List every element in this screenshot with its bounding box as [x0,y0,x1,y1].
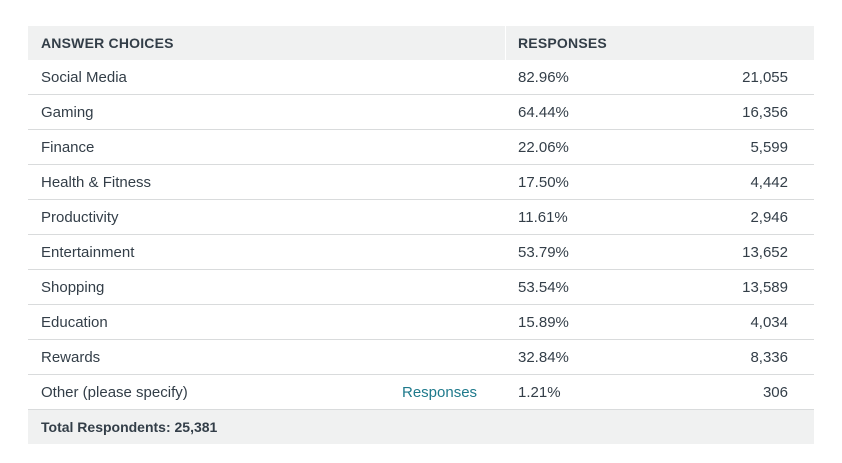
answer-label: Rewards [41,349,101,366]
table-row: Health & Fitness 17.50% 4,442 [28,165,814,200]
response-count: 4,442 [750,174,788,191]
answer-label: Health & Fitness [41,174,152,191]
table-row: Gaming 64.44% 16,356 [28,95,814,130]
response-count: 8,336 [750,349,788,366]
answer-label: Finance [41,139,95,156]
table-row: Productivity 11.61% 2,946 [28,200,814,235]
response-percent: 17.50% [518,174,569,191]
response-count: 4,034 [750,314,788,331]
table-row: Finance 22.06% 5,599 [28,130,814,165]
response-percent: 1.21% [518,384,561,401]
response-percent: 53.54% [518,279,569,296]
table-row: Shopping 53.54% 13,589 [28,270,814,305]
response-count: 5,599 [750,139,788,156]
table-header: ANSWER CHOICES RESPONSES [28,26,814,60]
response-percent: 64.44% [518,104,569,121]
response-count: 21,055 [742,69,788,86]
table-row: Rewards 32.84% 8,336 [28,340,814,375]
answer-label: Productivity [41,209,119,226]
answer-label: Social Media [41,69,127,86]
table-row: Social Media 82.96% 21,055 [28,60,814,95]
table-row: Other (please specify) Responses 1.21% 3… [28,375,814,410]
answer-label: Entertainment [41,244,135,261]
table-row: Entertainment 53.79% 13,652 [28,235,814,270]
answer-label: Shopping [41,279,105,296]
response-percent: 82.96% [518,69,569,86]
table-footer: Total Respondents: 25,381 [28,410,814,444]
header-divider [505,26,506,60]
table-row: Education 15.89% 4,034 [28,305,814,340]
response-percent: 53.79% [518,244,569,261]
answer-label: Education [41,314,108,331]
response-count: 2,946 [750,209,788,226]
response-count: 306 [762,384,788,401]
answer-label: Gaming [41,104,94,121]
response-count: 13,589 [742,279,788,296]
response-percent: 11.61% [518,209,568,226]
response-percent: 22.06% [518,139,569,156]
response-percent: 15.89% [518,314,569,331]
other-responses-link[interactable]: Responses [402,384,478,401]
response-count: 16,356 [742,104,788,121]
answer-label: Other (please specify) [41,384,188,401]
header-responses: RESPONSES [518,35,607,51]
response-percent: 32.84% [518,349,569,366]
results-table: ANSWER CHOICES RESPONSES Social Media 82… [28,26,814,444]
total-respondents: Total Respondents: 25,381 [41,419,218,435]
response-count: 13,652 [742,244,788,261]
header-answer-choices: ANSWER CHOICES [41,35,174,51]
